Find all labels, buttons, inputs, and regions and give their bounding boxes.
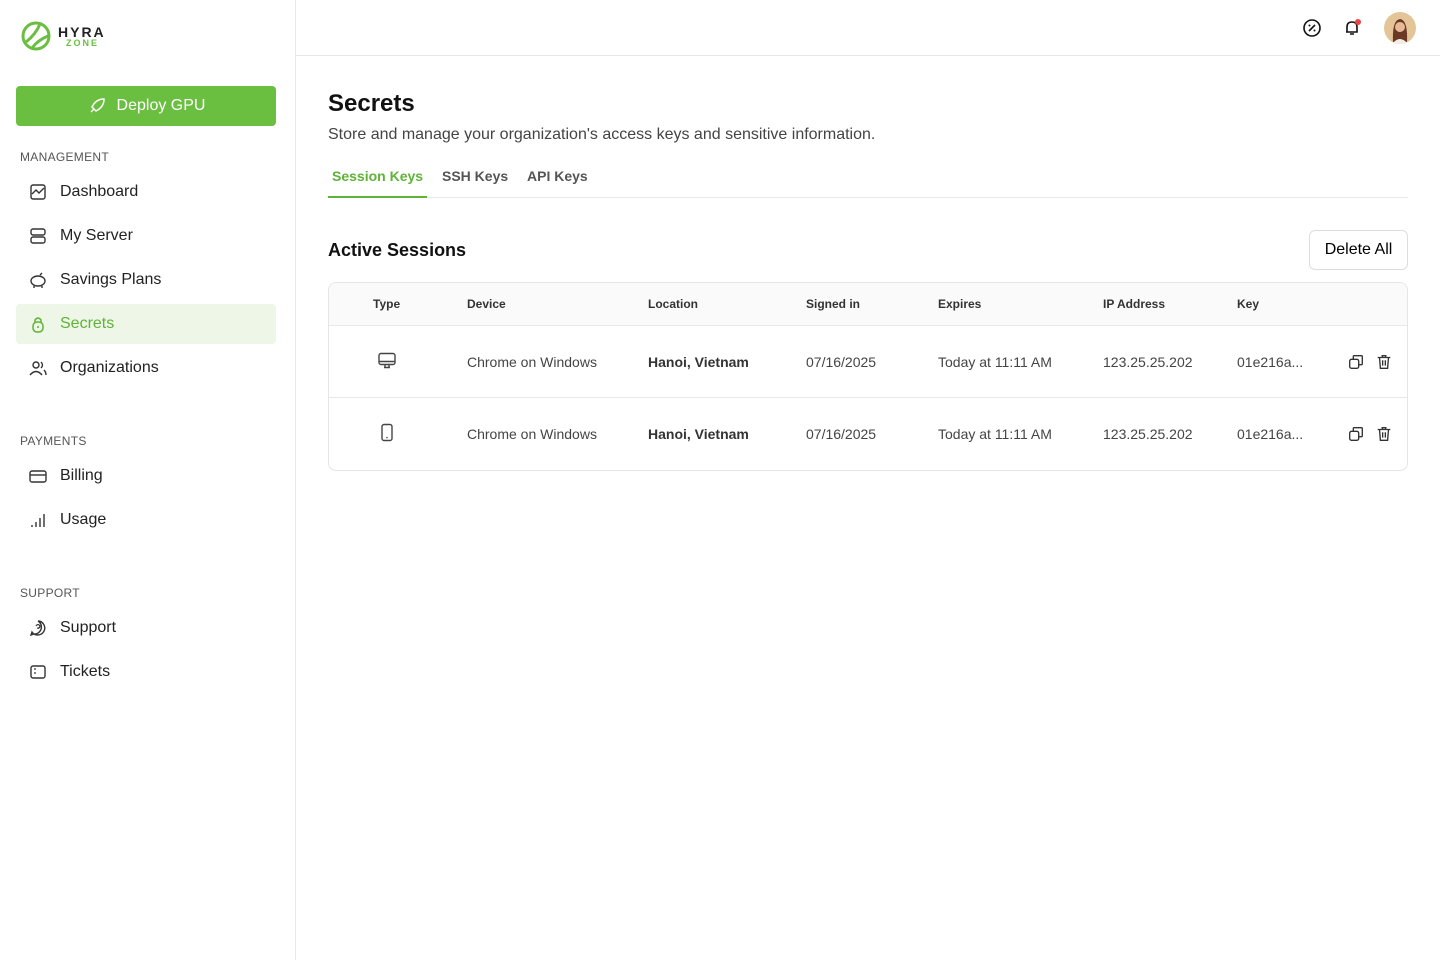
bell-icon[interactable] bbox=[1342, 18, 1362, 38]
ticket-icon bbox=[30, 665, 46, 679]
delete-all-button[interactable]: Delete All bbox=[1309, 230, 1408, 270]
device-cell: Chrome on Windows bbox=[467, 353, 597, 370]
key-cell: 01e216a... bbox=[1237, 426, 1304, 442]
signed_in-cell: 07/16/2025 bbox=[806, 426, 877, 442]
trash-icon[interactable] bbox=[1375, 352, 1393, 372]
bar-signal-icon bbox=[31, 514, 45, 527]
location-cell: Hanoi, Vietnam bbox=[648, 353, 749, 370]
location-cell: Hanoi, Vietnam bbox=[648, 426, 749, 442]
sidebar-item-savings-plans[interactable]: Savings Plans bbox=[16, 260, 276, 300]
copy-icon[interactable] bbox=[1347, 352, 1365, 372]
expires-cell: Today at 11:11 AM bbox=[938, 353, 1052, 370]
sidebar-item-dashboard[interactable]: Dashboard bbox=[16, 172, 276, 212]
signed_in-cell: 07/16/2025 bbox=[806, 353, 877, 370]
desktop-icon bbox=[378, 352, 396, 368]
avatar-image bbox=[1392, 19, 1408, 44]
sidebar-item-secrets[interactable]: Secrets bbox=[16, 304, 276, 344]
key-cell: 01e216a... bbox=[1237, 353, 1304, 370]
tabs: Session Keys SSH Keys API Keys bbox=[328, 160, 1408, 198]
page-title: Secrets bbox=[328, 90, 415, 117]
sidebar-item-label: Secrets bbox=[60, 315, 115, 332]
tab-api-keys[interactable]: API Keys bbox=[527, 168, 588, 184]
column-header: IP Address bbox=[1103, 297, 1166, 311]
section-heading: SUPPORT bbox=[20, 586, 80, 600]
section-title: Active Sessions bbox=[328, 240, 467, 260]
table-row: Chrome on Windows Hanoi, Vietnam 07/16/202… bbox=[329, 326, 1407, 398]
column-header: Signed in bbox=[806, 297, 860, 311]
sidebar-item-label: Billing bbox=[60, 467, 103, 484]
chat-help-icon bbox=[29, 620, 46, 637]
sidebar-item-support[interactable]: Support bbox=[16, 608, 276, 648]
sidebar-item-label: Support bbox=[60, 619, 117, 636]
table-header: Type Device Location Signed in Expires IP Add… bbox=[329, 283, 1407, 326]
sidebar-item-usage[interactable]: Usage bbox=[16, 500, 276, 540]
sidebar-item-label: Dashboard bbox=[60, 183, 139, 200]
ip-cell: 123.25.25.202 bbox=[1103, 426, 1193, 442]
sidebar-item-label: Tickets bbox=[60, 663, 111, 680]
mobile-icon bbox=[381, 423, 393, 442]
column-header: Device bbox=[467, 297, 506, 311]
column-header: Expires bbox=[938, 297, 982, 311]
deploy-gpu-button[interactable]: Deploy GPU bbox=[16, 86, 276, 126]
sidebar: HYRA ZONE Deploy GPU MANAGEMENT Dashboard M… bbox=[0, 0, 296, 960]
top-bar bbox=[296, 0, 1440, 56]
sidebar-item-tickets[interactable]: Tickets bbox=[16, 652, 276, 692]
user-avatar[interactable] bbox=[1384, 12, 1416, 44]
section-heading: PAYMENTS bbox=[20, 434, 87, 448]
sidebar-item-organizations[interactable]: Organizations bbox=[16, 348, 276, 388]
sidebar-item-label: Organizations bbox=[60, 359, 159, 376]
trash-icon[interactable] bbox=[1375, 424, 1393, 444]
sidebar-item-label: Savings Plans bbox=[60, 271, 162, 288]
device-cell: Chrome on Windows bbox=[467, 426, 597, 442]
ip-cell: 123.25.25.202 bbox=[1103, 353, 1193, 370]
brand-name: HYRA bbox=[58, 23, 106, 40]
table-row: Chrome on Windows Hanoi, Vietnam 07/16/202… bbox=[329, 398, 1407, 470]
users-icon bbox=[29, 361, 47, 376]
piggy-bank-icon bbox=[30, 272, 46, 288]
sidebar-item-billing[interactable]: Billing bbox=[16, 456, 276, 496]
logo-icon bbox=[21, 21, 51, 51]
copy-icon[interactable] bbox=[1347, 424, 1365, 444]
lock-icon bbox=[32, 317, 44, 333]
type-cell bbox=[377, 423, 397, 446]
column-header: Location bbox=[648, 297, 698, 311]
section-heading: MANAGEMENT bbox=[20, 150, 110, 164]
sidebar-item-my-server[interactable]: My Server bbox=[16, 216, 276, 256]
sidebar-item-label: My Server bbox=[60, 227, 133, 244]
sidebar-item-label: Usage bbox=[60, 511, 107, 528]
sessions-table: Type Device Location Signed in Expires IP Add… bbox=[328, 282, 1408, 471]
discount-icon[interactable] bbox=[1302, 18, 1322, 38]
type-cell bbox=[377, 350, 397, 373]
tab-ssh-keys[interactable]: SSH Keys bbox=[442, 168, 509, 184]
deploy-label: Deploy GPU bbox=[116, 97, 206, 114]
brand-sub: ZONE bbox=[66, 37, 100, 48]
page-subtitle: Store and manage your organization's acc… bbox=[328, 126, 876, 143]
credit-card-icon bbox=[29, 470, 47, 483]
expires-cell: Today at 11:11 AM bbox=[938, 426, 1052, 442]
column-header: Type bbox=[373, 297, 401, 311]
rocket-icon bbox=[90, 98, 105, 113]
logo[interactable]: HYRA ZONE bbox=[20, 20, 106, 52]
column-header: Key bbox=[1237, 297, 1260, 311]
tab-session-keys[interactable]: Session Keys bbox=[328, 168, 428, 198]
chart-icon bbox=[30, 184, 46, 200]
server-icon bbox=[30, 228, 46, 244]
